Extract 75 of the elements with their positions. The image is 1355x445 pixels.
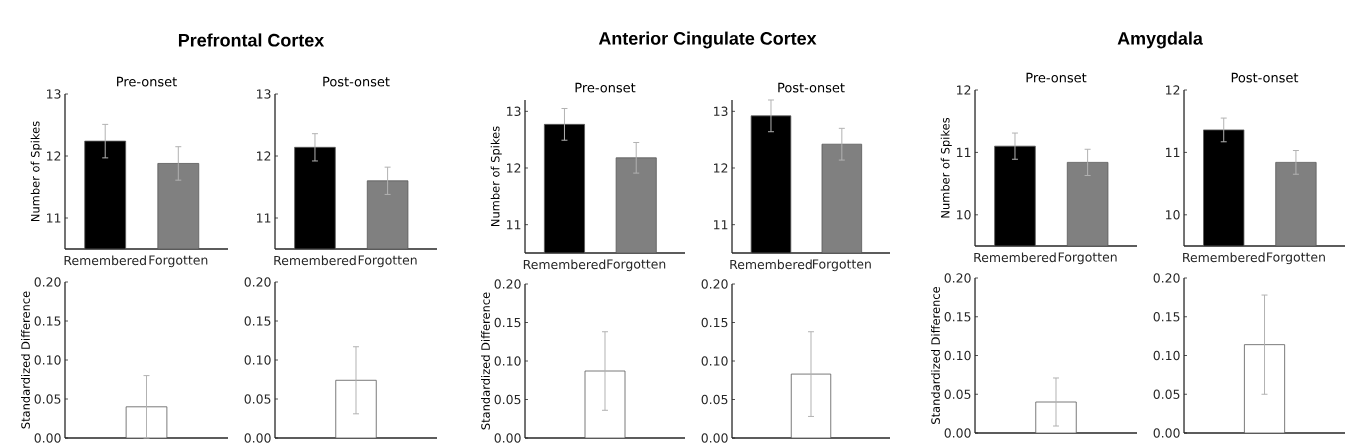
- y-tick-label: 11: [1166, 147, 1180, 157]
- x-tick-label: Forgotten: [607, 259, 666, 272]
- y-tick-label: 12: [714, 163, 728, 173]
- y-tick-label: 0.05: [494, 394, 521, 405]
- y-tick-label: 0.05: [701, 394, 728, 405]
- y-tick-label: 0.05: [944, 389, 971, 399]
- y-tick-label: 0.05: [1153, 389, 1180, 399]
- y-axis-title: Number of Spikes: [30, 121, 42, 222]
- chart-title: Pre-onset: [1026, 72, 1087, 83]
- y-axis-title: Number of Spikes: [940, 117, 952, 218]
- x-tick-label: Remembered: [64, 255, 146, 266]
- y-tick-label: 0.00: [944, 428, 971, 438]
- y-tick-label: 12: [47, 151, 61, 161]
- y-tick-label: 0.00: [701, 433, 728, 443]
- y-tick-label: 0.00: [244, 433, 271, 443]
- y-tick-label: 0.20: [244, 277, 271, 287]
- y-tick-label: 0.20: [34, 277, 61, 287]
- y-tick-label: 0.00: [494, 433, 521, 443]
- y-tick-label: 0.20: [494, 279, 521, 289]
- y-tick-label: 12: [257, 151, 271, 161]
- x-tick-label: Forgotten: [1267, 252, 1325, 265]
- y-tick-label: 0.15: [244, 316, 271, 326]
- y-tick-label: 0.15: [494, 317, 521, 328]
- y-tick-label: 11: [47, 213, 61, 223]
- chart-title: Post-onset: [323, 76, 390, 87]
- y-tick-label: 10: [1166, 210, 1180, 220]
- x-tick-label: Forgotten: [1058, 252, 1117, 265]
- y-tick-label: 13: [507, 106, 521, 117]
- chart-title: Pre-onset: [117, 76, 177, 87]
- y-axis-title: Number of Spikes: [490, 126, 502, 227]
- y-axis-title: Standardized Difference: [21, 291, 30, 429]
- text: Amygdala: [1117, 31, 1203, 49]
- y-tick-label: 0.10: [494, 356, 521, 366]
- y-tick-label: 0.10: [944, 350, 971, 361]
- y-tick-label: 0.15: [944, 312, 971, 322]
- y-tick-label: 11: [507, 220, 521, 230]
- y-tick-label: 0.10: [34, 355, 61, 365]
- x-tick-label: Remembered: [730, 259, 812, 270]
- y-tick-label: 0.15: [34, 316, 61, 326]
- chart-title: Post-onset: [778, 82, 845, 93]
- text: Prefrontal Cortex: [178, 33, 325, 47]
- y-tick-label: 0.20: [701, 279, 728, 289]
- y-tick-label: 10: [957, 210, 971, 220]
- y-tick-label: 0.15: [1153, 312, 1180, 322]
- chart-title: Post-onset: [1231, 72, 1299, 83]
- y-tick-label: 11: [957, 147, 971, 157]
- x-tick-label: Remembered: [974, 252, 1056, 263]
- y-tick-label: 0.05: [244, 394, 271, 404]
- y-tick-label: 12: [957, 85, 971, 95]
- x-tick-label: Remembered: [1183, 252, 1265, 263]
- x-tick-label: Forgotten: [358, 255, 417, 268]
- y-tick-label: 0.00: [34, 433, 61, 443]
- y-tick-label: 0.10: [1153, 350, 1180, 361]
- x-tick-label: Remembered: [274, 255, 356, 266]
- y-tick-label: 12: [1166, 85, 1180, 95]
- y-tick-label: 0.00: [1153, 428, 1180, 438]
- chart-title: Pre-onset: [575, 82, 636, 93]
- y-tick-label: 0.10: [244, 355, 271, 365]
- y-tick-label: 12: [507, 163, 521, 173]
- y-tick-label: 13: [257, 89, 271, 99]
- y-tick-label: 11: [257, 213, 271, 223]
- y-tick-label: 0.15: [701, 317, 728, 328]
- y-tick-label: 13: [47, 89, 61, 99]
- x-tick-label: Remembered: [523, 259, 606, 270]
- x-tick-label: Forgotten: [149, 255, 208, 268]
- y-tick-label: 13: [714, 106, 728, 117]
- y-axis-title: Standardized Difference: [931, 286, 940, 424]
- y-axis-title: Standardized Difference: [481, 292, 490, 430]
- y-tick-label: 0.10: [701, 356, 728, 366]
- text: Anterior Cingulate Cortex: [598, 31, 817, 49]
- y-tick-label: 0.05: [34, 394, 61, 404]
- y-tick-label: 0.20: [944, 273, 971, 283]
- y-tick-label: 11: [714, 220, 728, 230]
- y-tick-label: 0.20: [1153, 273, 1180, 283]
- x-tick-label: Forgotten: [813, 259, 871, 272]
